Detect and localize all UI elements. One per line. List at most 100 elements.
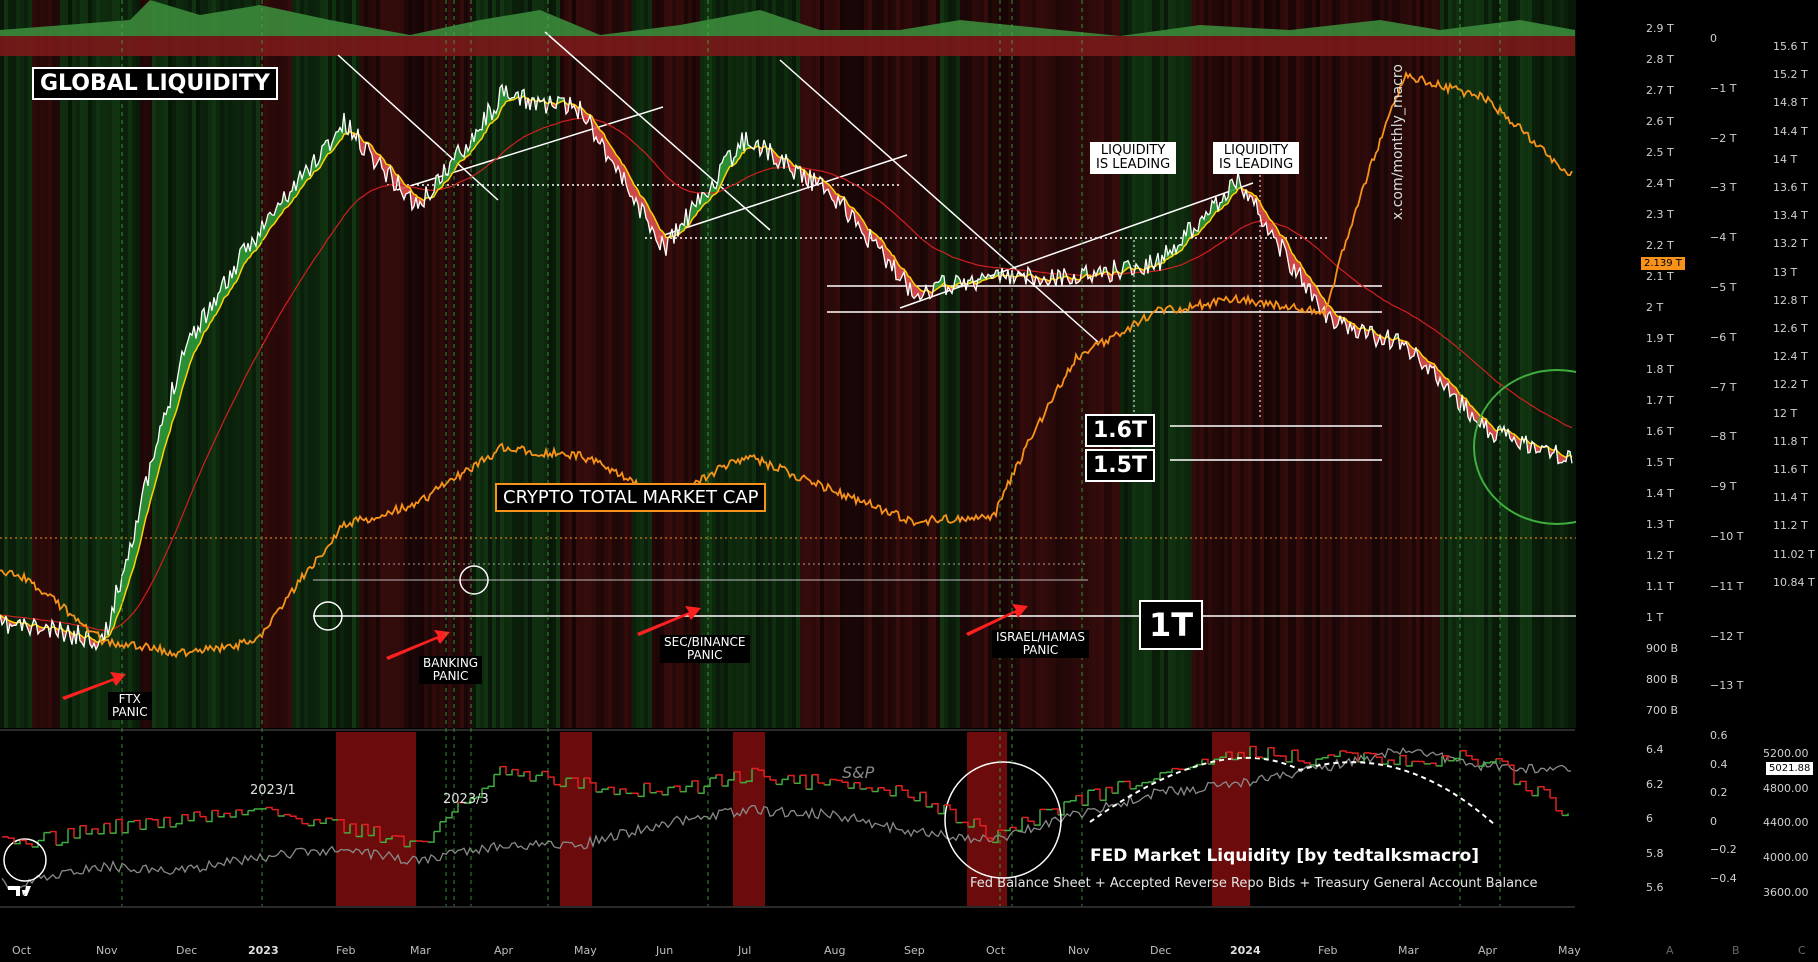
corner-button[interactable]: B bbox=[1732, 944, 1740, 957]
fed-circle-2 bbox=[944, 761, 1062, 879]
month-tick: Apr bbox=[1478, 944, 1498, 957]
month-tick: Oct bbox=[12, 944, 32, 957]
crypto-axis-tick: 1.1 T bbox=[1646, 580, 1674, 593]
corner-button[interactable]: C bbox=[1798, 944, 1806, 957]
israel-hamas-panic-label: ISRAEL/HAMAS PANIC bbox=[992, 630, 1089, 658]
liq-axis-tick: 14.4 T bbox=[1773, 124, 1808, 138]
corner-button[interactable]: A bbox=[1666, 944, 1674, 957]
watermark: x.com/monthly_macro bbox=[1390, 64, 1406, 220]
osc-axis-tick: −1 T bbox=[1710, 81, 1737, 95]
osc-strip bbox=[0, 36, 1575, 56]
sp-axis-tick: 4400.00 bbox=[1763, 816, 1809, 830]
liq-axis-tick: 15.6 T bbox=[1773, 40, 1808, 53]
osc-axis-tick: −5 T bbox=[1710, 281, 1737, 294]
date-2023-3: 2023/3 bbox=[443, 792, 489, 807]
level-16-label: 1.6T bbox=[1085, 414, 1155, 447]
fed-liquidity-line bbox=[14, 746, 1569, 848]
crypto-axis-tick: 2.1 T bbox=[1646, 270, 1674, 283]
month-tick: Jul bbox=[738, 944, 752, 957]
level-1t-label: 1T bbox=[1139, 600, 1204, 650]
month-tick: Jun bbox=[656, 944, 674, 957]
fed-osc-axis-tick: 0.4 bbox=[1710, 757, 1728, 771]
sec-binance-panic-label: SEC/BINANCE PANIC bbox=[660, 635, 750, 663]
global-liquidity-title: GLOBAL LIQUIDITY bbox=[32, 67, 278, 100]
osc-axis-tick: −10 T bbox=[1710, 530, 1744, 543]
banking-panic-label: BANKING PANIC bbox=[419, 656, 483, 684]
trend-lines bbox=[337, 31, 1254, 343]
fed-osc-axis-tick: 0.2 bbox=[1710, 786, 1728, 800]
liq-axis-tick: 11.6 T bbox=[1773, 463, 1808, 476]
month-tick: Aug bbox=[824, 944, 846, 957]
fed-red-bands bbox=[336, 732, 1250, 906]
liq-axis-tick: 12.6 T bbox=[1773, 322, 1808, 335]
regime-bands bbox=[0, 0, 1576, 728]
fed-title: FED Market Liquidity [by tedtalksmacro] bbox=[1090, 846, 1480, 866]
fed-axis-tick: 5.6 bbox=[1646, 881, 1664, 895]
crypto-axis-tick: 900 B bbox=[1646, 642, 1679, 655]
fed-circle-1 bbox=[3, 838, 47, 882]
liq-axis-tick: 14 T bbox=[1773, 152, 1798, 166]
ftx-panic-label: FTX PANIC bbox=[108, 692, 152, 720]
fed-osc-axis-tick: −0.4 bbox=[1710, 872, 1737, 885]
liq-axis-tick: 13 T bbox=[1773, 265, 1798, 279]
month-tick: May bbox=[574, 944, 597, 957]
osc-axis-tick: 0 bbox=[1710, 32, 1717, 45]
month-tick: Feb bbox=[336, 944, 356, 957]
month-tick: Mar bbox=[1398, 944, 1419, 957]
liq-axis-tick: 13.6 T bbox=[1773, 181, 1808, 194]
crypto-axis-tick: 1 T bbox=[1646, 611, 1664, 624]
sp500-line bbox=[1, 746, 1572, 890]
liq-axis-tick: 15.2 T bbox=[1773, 68, 1808, 82]
crypto-axis-tick: 1.2 T bbox=[1646, 549, 1674, 562]
liq-axis-tick: 11.8 T bbox=[1773, 434, 1808, 448]
liq-axis-tick: 12 T bbox=[1773, 406, 1798, 420]
crypto-axis-tick: 800 B bbox=[1646, 673, 1679, 686]
month-tick: 2023 bbox=[248, 944, 279, 957]
month-axis-bg bbox=[0, 908, 1576, 962]
fed-axis-tick: 6.2 bbox=[1646, 777, 1664, 791]
liquidity-leading-tag-2: LIQUIDITY IS LEADING bbox=[1213, 142, 1300, 174]
liq-axis-tick: 11.4 T bbox=[1773, 491, 1808, 505]
fed-osc-axis-tick: 0 bbox=[1710, 814, 1717, 828]
liq-axis-tick: 10.84 T bbox=[1773, 575, 1815, 589]
highlight-circle-2 bbox=[459, 565, 489, 595]
fed-osc-axis-tick: −0.2 bbox=[1710, 843, 1737, 857]
crypto-axis-tick: 2.2 T bbox=[1646, 239, 1674, 252]
osc-axis-tick: −4 T bbox=[1710, 231, 1737, 245]
tradingview-logo bbox=[8, 886, 31, 896]
global-liquidity-line bbox=[0, 83, 1573, 652]
crypto-axis-tick: 2 T bbox=[1646, 301, 1664, 314]
event-vertical-lines bbox=[121, 0, 1501, 906]
liq-axis-tick: 12.2 T bbox=[1773, 378, 1808, 392]
liq-axis-tick: 11.2 T bbox=[1773, 519, 1808, 533]
crypto-total-title: CRYPTO TOTAL MARKET CAP bbox=[495, 483, 767, 512]
osc-axis-tick: −11 T bbox=[1710, 579, 1744, 593]
crypto-axis-tick: 2.6 T bbox=[1646, 115, 1674, 128]
month-tick: Dec bbox=[176, 944, 198, 957]
osc-axis-tick: −3 T bbox=[1710, 181, 1737, 195]
sp-label: S&P bbox=[842, 763, 875, 782]
crypto-axis-tick: 1.7 T bbox=[1646, 394, 1674, 407]
fed-subtitle: Fed Balance Sheet + Accepted Reverse Rep… bbox=[970, 876, 1538, 891]
month-tick: Feb bbox=[1318, 944, 1338, 957]
fed-osc-axis-tick: 0.6 bbox=[1710, 729, 1728, 742]
sp-axis-tick: 5200.00 bbox=[1763, 747, 1809, 760]
liq-axis-tick: 13.4 T bbox=[1773, 209, 1808, 223]
crypto-axis-tick: 2.5 T bbox=[1646, 146, 1674, 159]
liq-axis-tick: 14.8 T bbox=[1773, 96, 1808, 110]
fed-axis-tick: 6.4 bbox=[1646, 743, 1664, 756]
osc-strip-green bbox=[0, 0, 1575, 36]
sp-price-badge: 5021.88 bbox=[1766, 762, 1814, 775]
highlight-circle-1 bbox=[313, 601, 343, 631]
osc-axis-tick: −7 T bbox=[1710, 380, 1737, 394]
month-tick: Apr bbox=[494, 944, 514, 957]
liq-axis-tick: 12.8 T bbox=[1773, 293, 1808, 307]
fed-axis-tick: 5.8 bbox=[1646, 846, 1664, 860]
sp-axis-tick: 3600.00 bbox=[1763, 885, 1809, 899]
liq-axis-tick: 13.2 T bbox=[1773, 237, 1808, 251]
month-tick: Nov bbox=[96, 944, 118, 957]
osc-axis-tick: −13 T bbox=[1710, 679, 1744, 693]
liq-axis-tick: 11.02 T bbox=[1773, 547, 1815, 561]
month-tick: May bbox=[1558, 944, 1581, 957]
